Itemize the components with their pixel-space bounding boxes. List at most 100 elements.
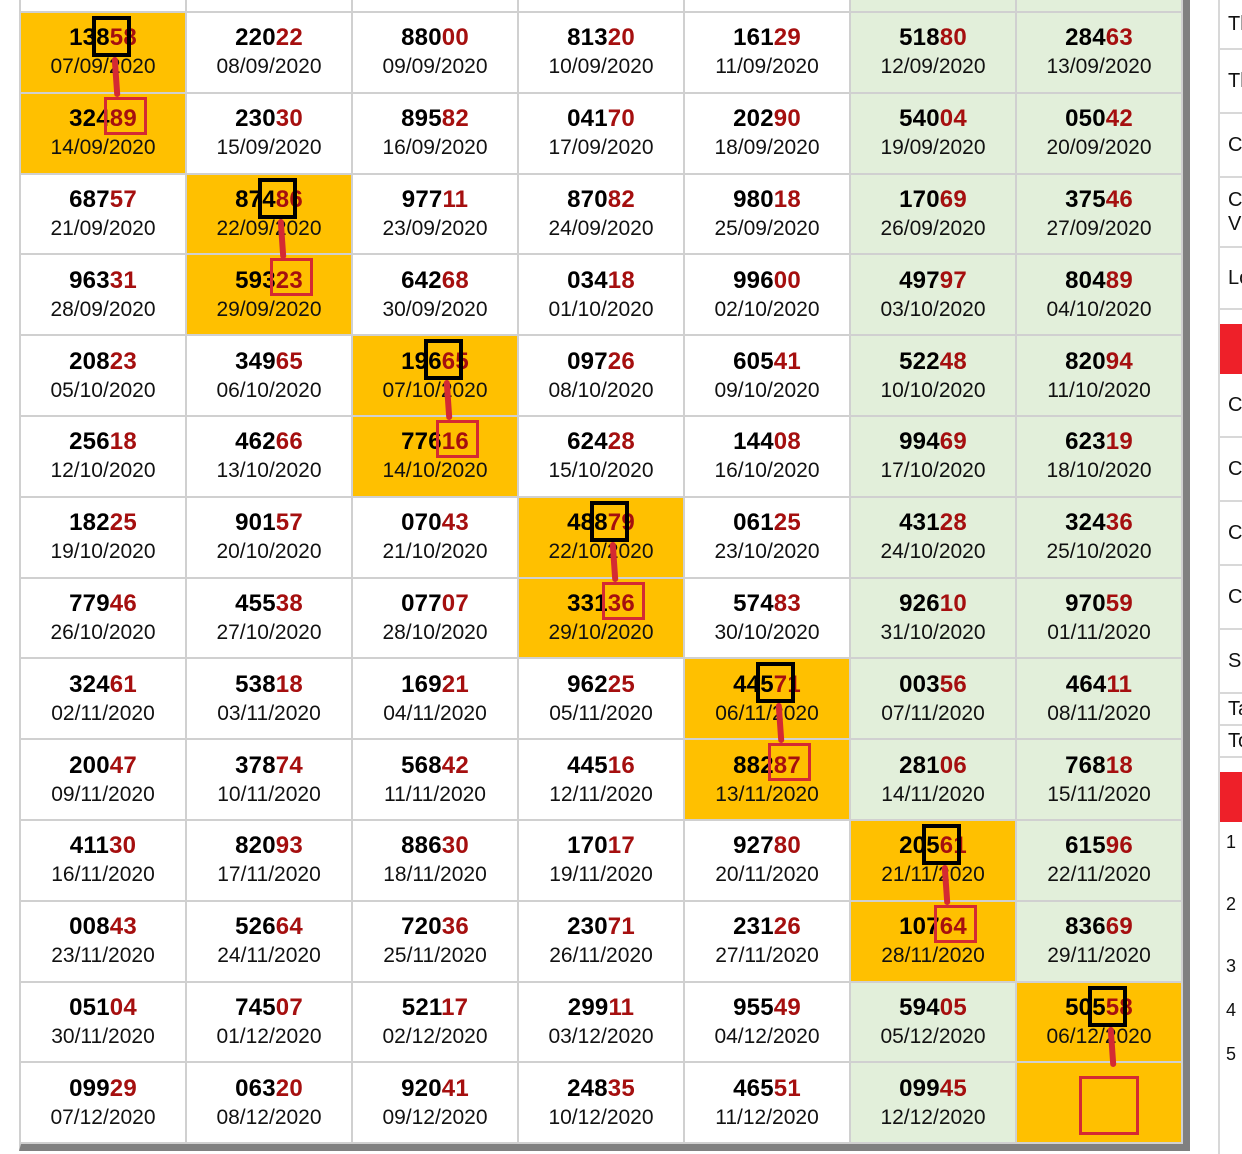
result-cell: 04170 17/09/2020: [519, 93, 685, 173]
result-date: 22/10/2020: [548, 540, 654, 564]
result-date: 18/09/2020: [714, 136, 820, 160]
result-date: 27/10/2020: [216, 620, 322, 644]
result-cell: 03418 01/10/2020: [519, 255, 685, 335]
result-cell: 41130 16/11/2020: [21, 820, 187, 900]
result-number: 41130: [69, 832, 137, 860]
result-date: 16/09/2020: [382, 136, 488, 160]
result-number: 32436: [1065, 509, 1133, 537]
result-number: 09945: [899, 1074, 967, 1102]
result-date: 29/09/2020: [216, 297, 322, 321]
result-cell: 96331 28/09/2020: [21, 255, 187, 335]
result-number: 34965: [235, 347, 303, 375]
result-date: 28/10/2020: [382, 620, 488, 644]
result-date: 20/09/2020: [1046, 136, 1152, 160]
result-date: 11/11/2020: [384, 782, 486, 806]
result-cell: 89582 16/09/2020: [353, 93, 519, 173]
result-number: 13858: [69, 24, 137, 52]
result-date: 24/11/2020: [217, 944, 321, 968]
result-number: 25618: [69, 428, 137, 456]
result-date: 13/10/2020: [216, 459, 322, 483]
pair-marker-box: [436, 419, 479, 458]
result-number: 88630: [401, 832, 469, 860]
result-cell: 54004 19/09/2020: [851, 93, 1017, 173]
result-cell: 29911 03/12/2020: [519, 982, 685, 1062]
pair-marker-box: [104, 96, 147, 135]
result-date: 17/10/2020: [880, 459, 986, 483]
sidebar-item[interactable]: To: [1220, 726, 1242, 758]
result-date: 30/10/2020: [714, 620, 820, 644]
result-number: 44571: [733, 670, 801, 698]
result-number: 89582: [401, 105, 469, 133]
result-number: 18225: [69, 509, 137, 537]
sidebar-item[interactable]: Lo: [1220, 248, 1242, 310]
sidebar-item[interactable]: C: [1220, 566, 1242, 630]
result-number: 59405: [899, 993, 967, 1021]
result-date: 08/12/2020: [216, 1105, 322, 1129]
result-cell: 19665 07/10/2020: [353, 336, 519, 421]
sidebar-list-number: 3: [1226, 956, 1237, 976]
result-number: 06125: [733, 509, 801, 537]
result-date: 20/11/2020: [715, 863, 819, 887]
result-date: 23/09/2020: [382, 216, 488, 240]
result-date: 16/11/2020: [51, 863, 155, 887]
result-number: 68757: [69, 185, 137, 213]
result-cell: 32436 25/10/2020: [1017, 497, 1183, 577]
result-cell: 28106 14/11/2020: [851, 740, 1017, 819]
sidebar-item[interactable]: C: [1220, 374, 1242, 438]
sidebar-menu: TlTlCC VLoCCCCSTaTo12345: [1218, 0, 1242, 1154]
table-row: 09929 07/12/2020 06320 08/12/2020 92041 09/12…: [21, 1063, 1183, 1145]
result-date: 30/11/2020: [51, 1024, 155, 1048]
sidebar-item[interactable]: S: [1220, 630, 1242, 694]
result-number: 48879: [567, 509, 635, 537]
sidebar-item[interactable]: Tl: [1220, 50, 1242, 114]
result-cell: 64268 30/09/2020: [353, 255, 519, 335]
sidebar-item[interactable]: C: [1220, 438, 1242, 502]
result-cell: 82094 11/10/2020: [1017, 336, 1183, 415]
result-cell: 14408 16/10/2020: [685, 416, 851, 496]
table-row: 32461 02/11/2020 53818 03/11/2020 16921 04/11…: [21, 659, 1183, 744]
result-date: 05/10/2020: [50, 378, 156, 402]
sidebar-item[interactable]: C: [1220, 502, 1242, 566]
pair-marker-box: [602, 581, 645, 620]
result-number: 99600: [733, 266, 801, 294]
result-cell: 57483 30/10/2020: [685, 578, 851, 658]
result-number: 32461: [69, 670, 137, 698]
result-date: 05/12/2020: [880, 1024, 986, 1048]
result-number: 43128: [899, 509, 967, 537]
sidebar-item[interactable]: Tl: [1220, 0, 1242, 50]
result-date: 03/12/2020: [548, 1024, 654, 1048]
result-number: 90157: [235, 509, 303, 537]
result-number: 59323: [235, 266, 303, 294]
result-date: 21/10/2020: [382, 540, 488, 564]
result-number: 06320: [235, 1074, 303, 1102]
result-number: 53818: [235, 670, 303, 698]
result-date: 23/11/2020: [51, 944, 155, 968]
result-number: 51880: [899, 24, 967, 52]
result-date: 15/10/2020: [548, 459, 654, 483]
result-cell: 44571 06/11/2020: [685, 659, 851, 744]
results-chart-table: 13858 07/09/2020 22022 08/09/2020 88000 09/09…: [19, 0, 1190, 1152]
result-cell: 16129 11/09/2020: [685, 13, 851, 92]
result-number: 28106: [899, 751, 967, 779]
sidebar-item[interactable]: C V: [1220, 178, 1242, 248]
result-cell: 80489 04/10/2020: [1017, 255, 1183, 335]
result-cell: 23071 26/11/2020: [519, 901, 685, 981]
sidebar-item[interactable]: Ta: [1220, 694, 1242, 726]
table-row: 25618 12/10/2020 46266 13/10/2020 77616 14/10…: [21, 416, 1183, 498]
digit-marker-box: [424, 339, 463, 381]
result-number: 03418: [567, 266, 635, 294]
sidebar-list-number: 1: [1226, 832, 1237, 852]
result-cell: 32489 14/09/2020: [21, 93, 187, 173]
result-number: 23126: [733, 913, 801, 941]
result-cell: 74507 01/12/2020: [187, 982, 353, 1062]
result-number: 97711: [401, 185, 469, 213]
result-cell: 97711 23/09/2020: [353, 174, 519, 254]
result-number: 56842: [401, 751, 469, 779]
result-number: 62428: [567, 428, 635, 456]
result-number: 24835: [567, 1074, 635, 1102]
result-cell: 23030 15/09/2020: [187, 93, 353, 173]
result-date: 17/11/2020: [217, 863, 321, 887]
sidebar-item[interactable]: C: [1220, 114, 1242, 178]
result-cell: 56842 11/11/2020: [353, 740, 519, 819]
result-date: 21/11/2020: [881, 863, 985, 887]
